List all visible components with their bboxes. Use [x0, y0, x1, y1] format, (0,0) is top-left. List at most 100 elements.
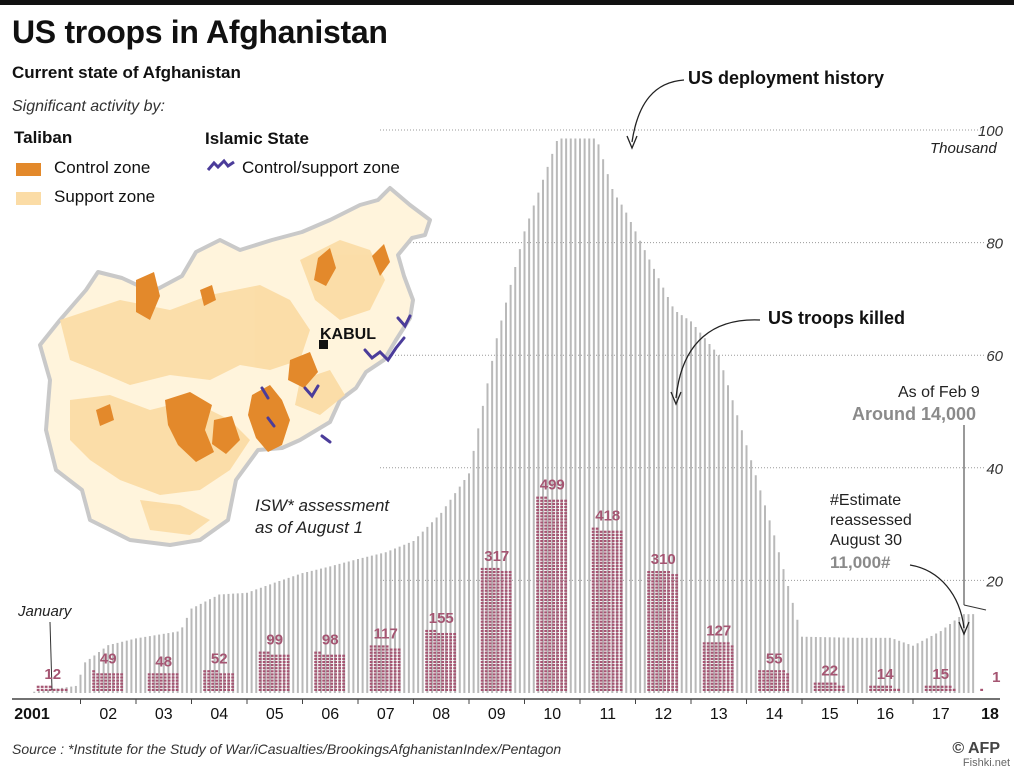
troops-killed-label: US troops killed	[768, 308, 906, 328]
killed-callout-line	[675, 319, 761, 399]
afghanistan-map	[38, 186, 432, 547]
killed-value-label: 155	[429, 610, 454, 627]
killed-value-label: 117	[374, 626, 398, 643]
killed-column-18	[980, 688, 984, 691]
top-rule	[0, 0, 1014, 5]
x-tick-label: 17	[932, 706, 950, 723]
deployment-callout-line	[631, 79, 685, 143]
x-tick-label: 18	[981, 706, 999, 723]
killed-value-label: 48	[155, 653, 172, 670]
killed-column-06	[314, 651, 346, 691]
x-tick-label: 09	[488, 706, 506, 723]
x-tick-label: 03	[155, 706, 173, 723]
killed-column-2001	[36, 685, 68, 691]
estimate-callout-line	[909, 564, 965, 629]
killed-column-04	[203, 670, 235, 691]
killed-value-label: 499	[540, 477, 565, 494]
killed-column-03	[147, 673, 179, 691]
x-tick-label: 07	[377, 706, 395, 723]
legend-label-control-zone: Control zone	[54, 158, 151, 177]
islamic-state-zones	[260, 314, 412, 444]
killed-value-label: 14	[877, 666, 894, 683]
january-label: January	[18, 603, 72, 620]
map-subtitle: Current state of Afghanistan	[12, 63, 241, 82]
killed-column-13	[702, 642, 734, 691]
kabul-label: KABUL	[320, 326, 376, 343]
killed-column-16	[869, 685, 901, 691]
killed-column-07	[369, 645, 401, 691]
killed-column-10	[536, 496, 568, 691]
troops-killed-columns	[36, 496, 984, 691]
killed-column-08	[425, 629, 457, 691]
killed-value-label: 55	[766, 650, 783, 667]
afp-credit: © AFP	[952, 740, 1000, 757]
estimate-note-line2: reassessed	[830, 512, 912, 529]
significant-activity-label: Significant activity by:	[12, 98, 165, 115]
killed-value-label: 15	[932, 666, 949, 683]
y-tick-label: 80	[986, 236, 1003, 253]
killed-value-label: 52	[211, 650, 228, 667]
x-tick-label: 11	[599, 706, 616, 723]
troops-killed-labels: 12 49 48 52 99 98 117 155 317 499 418 310 127 55 22 14 1…	[44, 477, 1000, 686]
legend-label-islamic-state: Control/support zone	[242, 158, 400, 177]
legend-islamic-state-heading: Islamic State	[205, 129, 309, 148]
x-tick-label: 12	[654, 706, 672, 723]
y-tick-label: 60	[986, 348, 1003, 365]
killed-value-label: 98	[322, 632, 339, 649]
x-tick-label: 10	[543, 706, 561, 723]
killed-callout-arrow	[670, 391, 682, 406]
y-tick-label: 20	[985, 573, 1003, 590]
killed-value-label: 317	[484, 548, 509, 565]
x-tick-label: 16	[876, 706, 894, 723]
x-tick-label: 15	[821, 706, 839, 723]
killed-column-15	[813, 682, 845, 691]
x-tick-label: 08	[432, 706, 450, 723]
isw-assessment-line1: ISW* assessment	[255, 496, 390, 515]
legend-swatch-islamic-state	[206, 158, 235, 171]
as-of-date: As of Feb 9	[898, 384, 980, 401]
killed-value-label: 310	[651, 551, 676, 568]
legend-swatch-support-zone	[16, 192, 41, 205]
legend-swatch-control-zone	[16, 163, 41, 176]
x-tick-label: 05	[266, 706, 284, 723]
gridlines	[380, 129, 985, 581]
killed-value-label: 1	[992, 669, 1000, 686]
y-tick-label: 100	[978, 123, 1004, 140]
estimate-note-line1: #Estimate	[830, 492, 902, 509]
x-tick-label: 04	[210, 706, 228, 723]
deployment-history-label: US deployment history	[688, 68, 885, 88]
killed-column-12	[647, 571, 679, 691]
x-tick-label: 14	[765, 706, 783, 723]
legend-taliban-heading: Taliban	[14, 128, 73, 147]
killed-value-label: 22	[821, 663, 838, 680]
killed-column-02	[92, 670, 124, 691]
killed-value-label: 418	[595, 508, 620, 525]
as-of-leader-tail	[963, 604, 987, 611]
source-note: Source : *Institute for the Study of War…	[12, 741, 562, 757]
estimate-callout-arrow	[958, 621, 970, 636]
current-troops-value: Around 14,000	[852, 404, 977, 424]
january-leader-line	[49, 621, 53, 691]
killed-column-09	[480, 567, 512, 691]
deployment-callout-arrow	[626, 135, 638, 150]
y-tick-label: 40	[986, 461, 1003, 478]
killed-column-05	[258, 651, 290, 691]
killed-value-label: 12	[44, 666, 61, 683]
chart-title: US troops in Afghanistan	[12, 14, 388, 50]
estimate-value: 11,000#	[830, 553, 891, 572]
unit-label: Thousand	[930, 140, 997, 157]
x-tick-label: 06	[321, 706, 339, 723]
y-axis-ticks: 20 40 60 80 100	[978, 123, 1004, 590]
kabul-marker	[319, 340, 328, 349]
killed-value-label: 99	[266, 632, 283, 649]
killed-column-11	[591, 527, 623, 691]
killed-value-label: 127	[706, 622, 731, 639]
x-tick-label: 02	[99, 706, 117, 723]
killed-value-label: 49	[100, 650, 117, 667]
x-tick-label: 2001	[14, 706, 50, 723]
site-watermark: Fishki.net	[962, 757, 1010, 769]
killed-column-17	[924, 685, 956, 691]
x-tick-label: 13	[710, 706, 728, 723]
isw-assessment-line2: as of August 1	[255, 518, 364, 537]
